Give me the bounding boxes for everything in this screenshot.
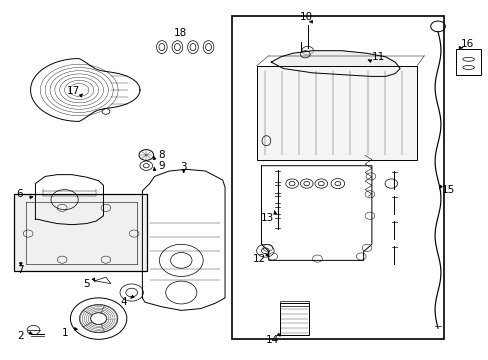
- Bar: [14, 194, 147, 271]
- Bar: [280, 303, 308, 336]
- Bar: [280, 301, 308, 306]
- Text: 18: 18: [173, 28, 186, 38]
- Text: 17: 17: [66, 86, 80, 96]
- Text: 15: 15: [441, 185, 454, 195]
- Text: 16: 16: [460, 39, 473, 49]
- Text: 11: 11: [371, 52, 384, 62]
- Text: 4: 4: [121, 297, 127, 307]
- Text: 9: 9: [158, 161, 165, 171]
- Bar: [455, 49, 480, 75]
- Polygon shape: [271, 51, 399, 76]
- Text: 7: 7: [18, 265, 24, 275]
- Text: 2: 2: [18, 332, 24, 342]
- Bar: [232, 16, 443, 339]
- Text: 6: 6: [17, 189, 23, 199]
- Text: 1: 1: [62, 328, 69, 338]
- Text: 13: 13: [261, 212, 274, 222]
- Bar: [256, 66, 416, 160]
- Text: 12: 12: [252, 254, 265, 264]
- Text: 8: 8: [158, 150, 165, 160]
- Text: 5: 5: [83, 279, 90, 289]
- Text: 10: 10: [300, 13, 313, 22]
- Text: 14: 14: [265, 335, 279, 345]
- Text: 3: 3: [180, 162, 186, 172]
